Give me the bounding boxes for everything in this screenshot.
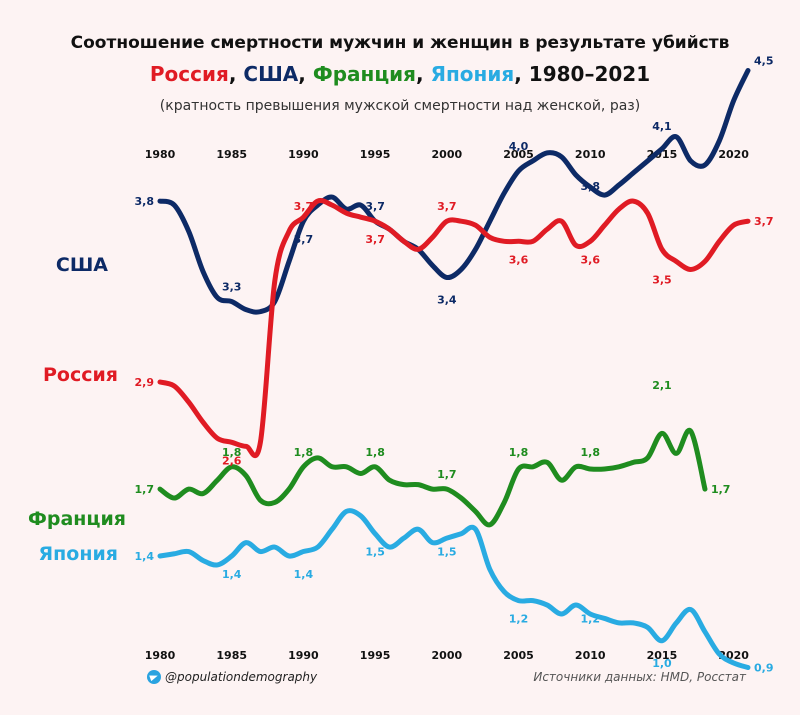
series-line <box>157 198 751 459</box>
x-tick-label: 2010 <box>575 148 606 161</box>
data-label: 3,8 <box>135 195 155 208</box>
data-label: 2,6 <box>222 454 242 467</box>
data-label: 1,8 <box>580 446 600 459</box>
footer-handle[interactable]: @populationdemography <box>147 670 317 684</box>
footer-sources: Источники данных: HMD, Росстат <box>533 670 746 684</box>
data-label: 3,7 <box>437 200 457 213</box>
subtitle-part: Франция <box>312 62 417 86</box>
data-label: 1,7 <box>711 483 731 496</box>
series-name-label: Франция <box>28 508 126 530</box>
chart-subtitle: Россия, США, Франция, Япония, 1980–2021 <box>0 62 800 86</box>
x-tick-label: 2005 <box>503 148 534 161</box>
data-label: 1,8 <box>222 446 242 459</box>
x-tick-label: 2000 <box>432 148 463 161</box>
x-tick-label: 2010 <box>575 649 606 662</box>
data-label: 1,4 <box>294 568 314 581</box>
footer-handle-text: @populationdemography <box>165 670 318 684</box>
data-label: 1,5 <box>365 546 385 559</box>
x-tick-label: 1990 <box>288 649 319 662</box>
x-tick-label: 1980 <box>145 148 176 161</box>
subtitle-part: Россия <box>149 62 229 86</box>
data-label: 0,9 <box>754 662 774 675</box>
series-name-label: Япония <box>39 543 118 565</box>
data-label: 2,9 <box>135 376 155 389</box>
subtitle-part: , <box>416 62 431 86</box>
data-label: 3,6 <box>509 253 529 266</box>
data-label: 3,8 <box>580 180 600 193</box>
x-tick-label: 1985 <box>216 148 247 161</box>
data-label: 1,4 <box>135 550 155 563</box>
chart-title: Соотношение смертности мужчин и женщин в… <box>70 33 730 53</box>
data-label: 2,1 <box>652 379 672 392</box>
data-label: 1,2 <box>580 613 600 626</box>
chart-note: (кратность превышения мужской смертности… <box>159 98 641 114</box>
data-label: 3,5 <box>652 273 672 286</box>
data-label: 1,7 <box>135 483 155 496</box>
data-label: 1,8 <box>294 446 314 459</box>
data-label: 4,5 <box>754 54 774 67</box>
data-label: 3,7 <box>754 215 774 228</box>
x-tick-label: 1995 <box>360 649 391 662</box>
data-label: 4,0 <box>509 140 529 153</box>
series-name-label: США <box>56 254 108 276</box>
subtitle-part: , 1980–2021 <box>514 62 651 86</box>
data-label: 3,3 <box>222 281 242 294</box>
data-label: 1,2 <box>509 613 529 626</box>
series-line <box>157 508 751 670</box>
data-label: 1,5 <box>437 546 457 559</box>
x-tick-label: 2015 <box>647 649 678 662</box>
subtitle-part: , <box>298 62 313 86</box>
data-label: 3,6 <box>580 253 600 266</box>
subtitle-part: США <box>243 62 299 86</box>
x-tick-label: 1985 <box>216 649 247 662</box>
data-label: 3,7 <box>294 200 314 213</box>
telegram-icon <box>147 670 161 684</box>
data-label: 1,0 <box>652 657 672 670</box>
x-tick-label: 2005 <box>503 649 534 662</box>
series-line <box>157 427 708 528</box>
x-tick-label: 1990 <box>288 148 319 161</box>
data-label: 3,7 <box>365 233 385 246</box>
subtitle-part: , <box>228 62 244 86</box>
x-tick-label: 2020 <box>718 148 749 161</box>
data-label: 3,4 <box>437 294 457 307</box>
x-tick-label: 2000 <box>432 649 463 662</box>
data-label: 1,8 <box>365 446 385 459</box>
series-line <box>157 67 751 315</box>
data-label: 1,4 <box>222 568 242 581</box>
series-name-label: Россия <box>43 364 118 386</box>
data-label: 3,7 <box>294 233 314 246</box>
x-tick-label: 1980 <box>145 649 176 662</box>
x-tick-label: 1995 <box>360 148 391 161</box>
data-label: 4,1 <box>652 120 672 133</box>
data-label: 1,7 <box>437 468 457 481</box>
data-label: 3,7 <box>365 200 385 213</box>
data-label: 1,8 <box>509 446 529 459</box>
subtitle-part: Япония <box>430 62 515 86</box>
